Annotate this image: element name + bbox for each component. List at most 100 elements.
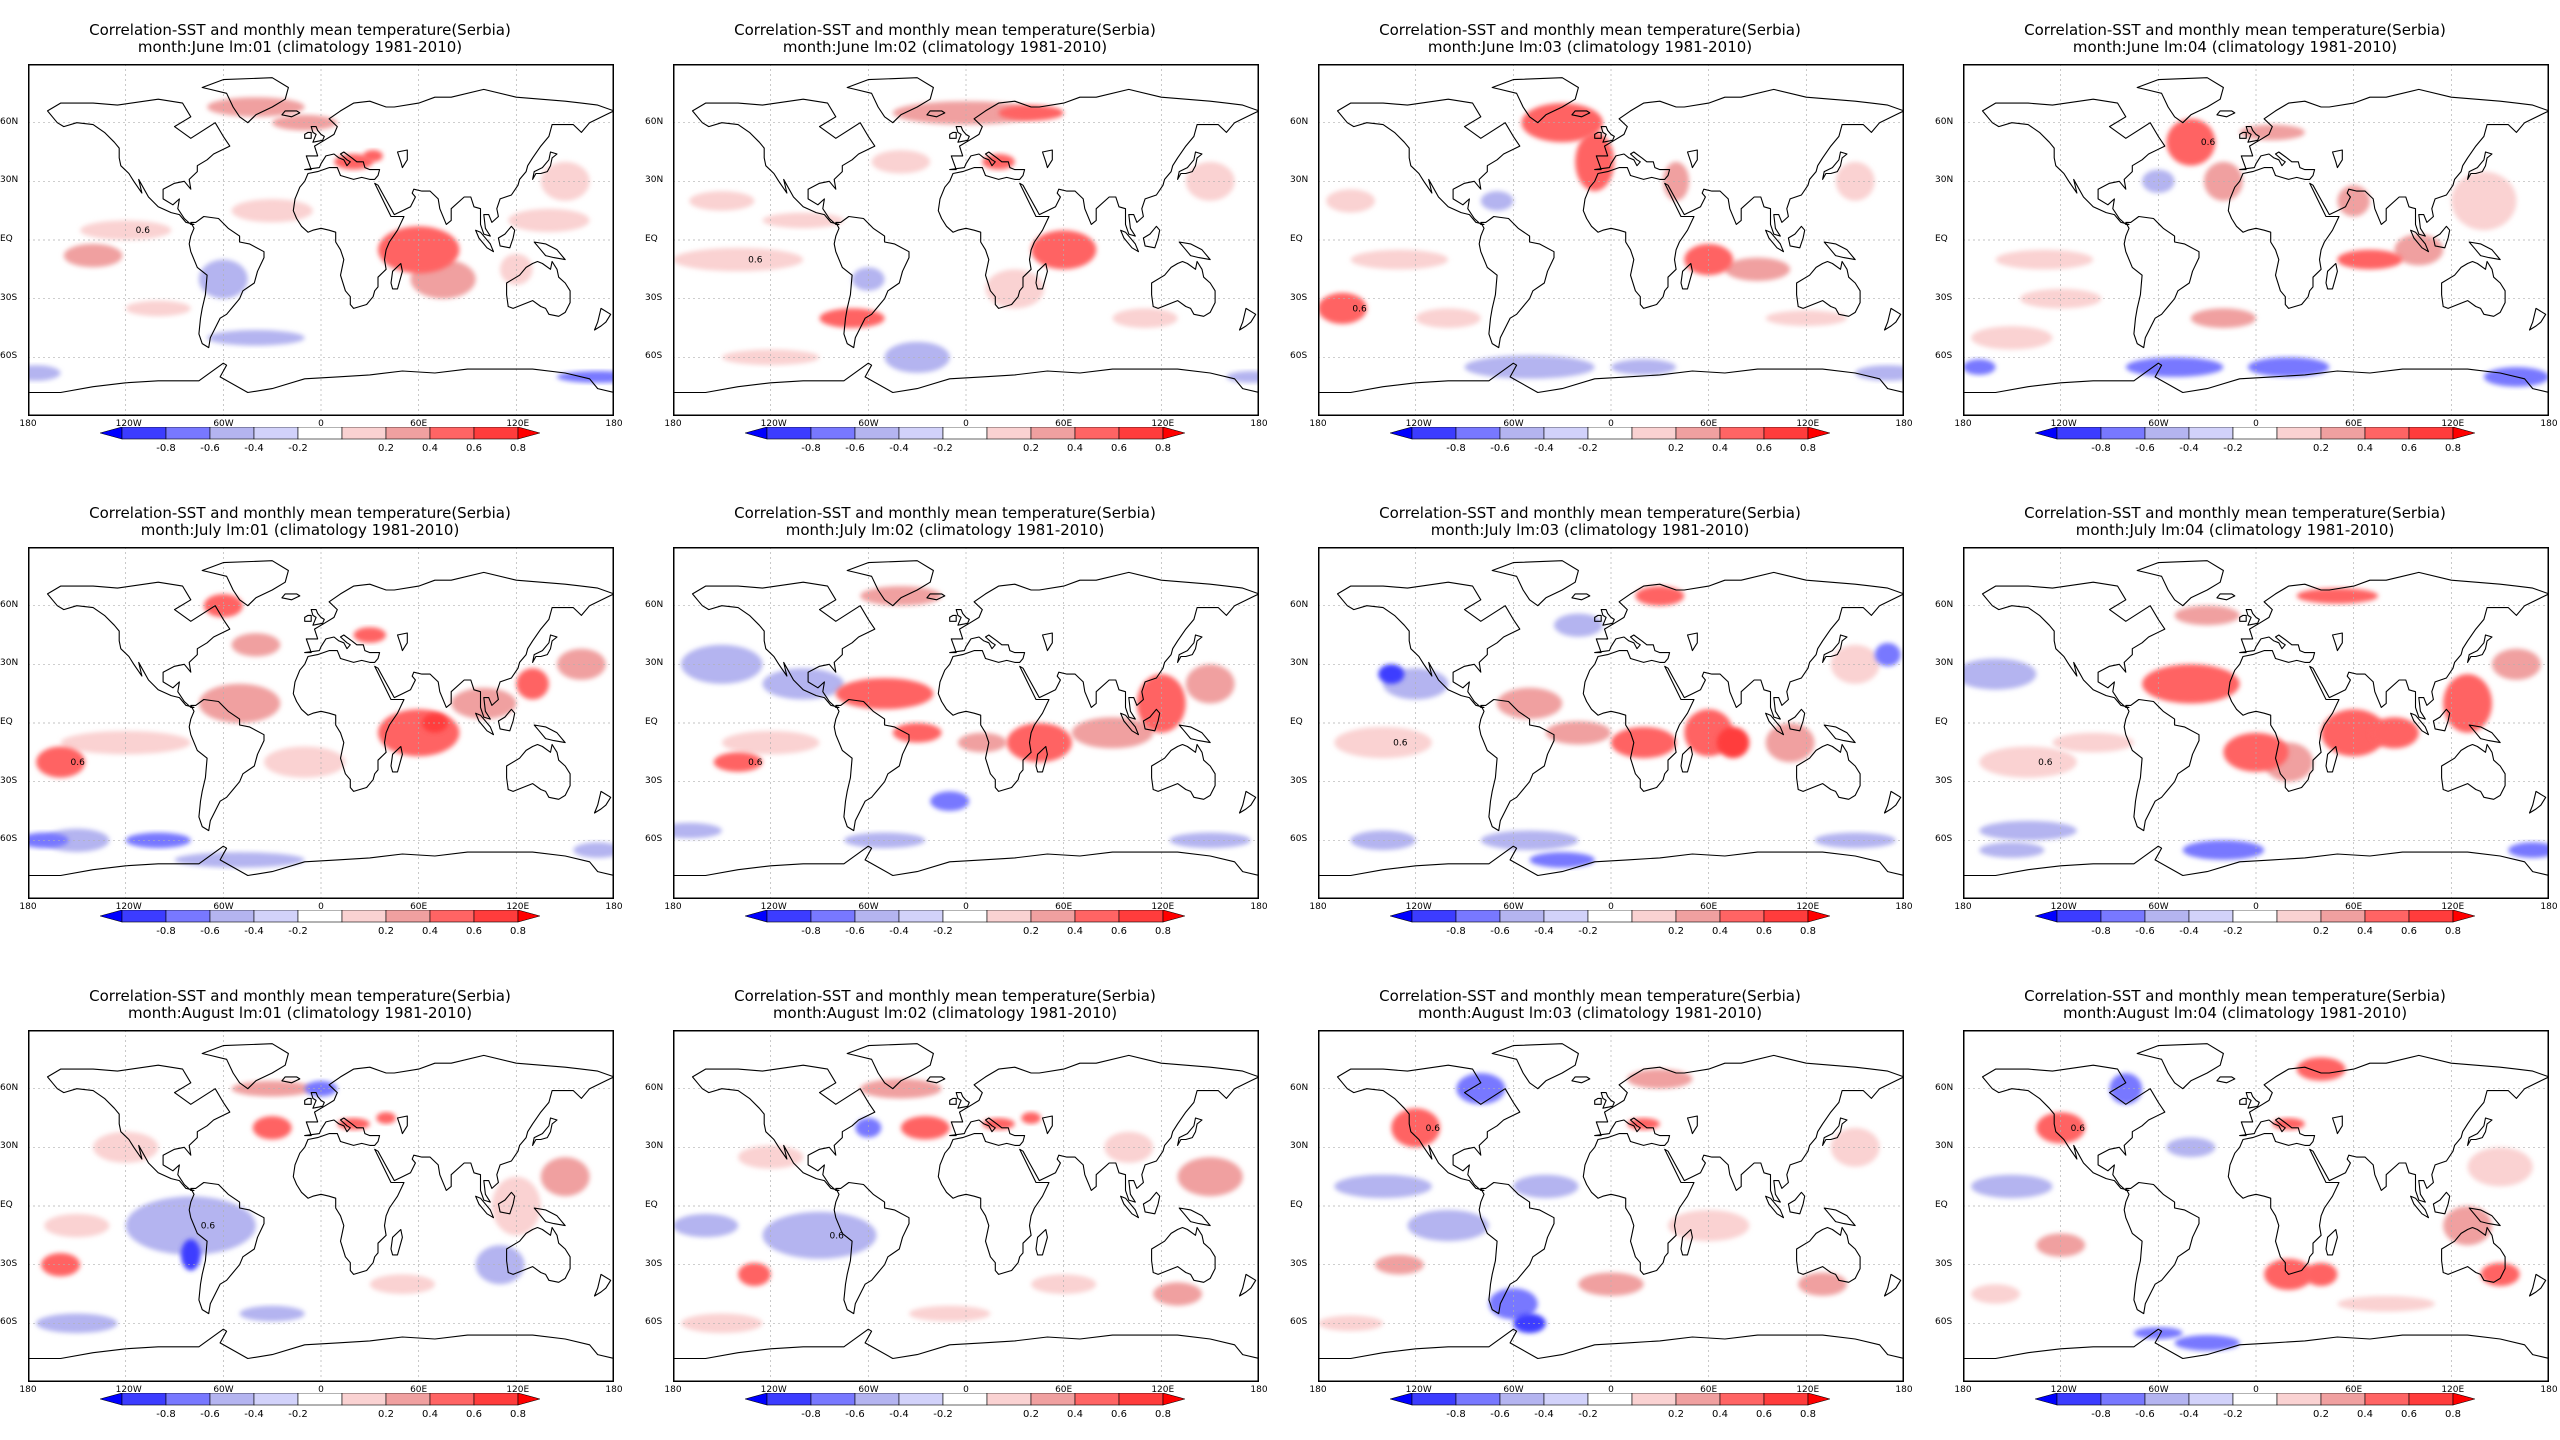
coastline-iceland (926, 593, 946, 601)
colorbar: -0.8 -0.6 -0.4 -0.2 0.2 0.4 0.6 0.8 (743, 1392, 1187, 1425)
correlation-blob (2508, 842, 2549, 858)
correlation-map: 0.6 (1963, 1030, 2549, 1382)
correlation-blob (2370, 717, 2419, 749)
lat-tick-label: 60N (1935, 1082, 1954, 1093)
correlation-blob (125, 300, 191, 317)
coastline-greenland (846, 1043, 934, 1090)
coastline-new-zealand (2528, 790, 2547, 814)
lon-tick-label: 120W (1405, 902, 1432, 912)
colorbar-swatch (2364, 1392, 2410, 1406)
coastline-borneo (2432, 225, 2451, 249)
lat-tick-label: 60S (1935, 1317, 1953, 1328)
coastline-north-america (1981, 581, 2166, 708)
coastline-iceland (281, 593, 301, 601)
coastline-greenland (846, 77, 934, 124)
lon-tick-label: 60W (858, 1385, 879, 1395)
colorbar-label: -0.4 (1534, 1409, 1554, 1420)
correlation-blob (2443, 1206, 2492, 1246)
correlation-blob (762, 1211, 877, 1259)
lon-tick-label: 180 (19, 419, 37, 429)
coastline-sumatra (2410, 1195, 2430, 1219)
map-panel: Correlation-SST and monthly mean tempera… (645, 505, 1268, 945)
correlation-field (1318, 103, 1904, 381)
lon-tick-label: 120W (2050, 1385, 2077, 1395)
coastline-ireland (949, 614, 957, 622)
coastline-caspian (2331, 632, 2343, 652)
map-svg: 0.6 (28, 1030, 614, 1382)
lat-tick-label: 60N (1290, 1082, 1309, 1093)
lon-tick-label: 120W (760, 419, 787, 429)
colorbar-swatch (2056, 909, 2102, 923)
correlation-blob (1765, 310, 1847, 326)
colorbar-label: 0.4 (422, 443, 438, 454)
colorbar-label: 0.8 (1155, 1409, 1171, 1420)
correlation-blob (1874, 642, 1901, 667)
lat-lon-grid (1963, 547, 2549, 899)
colorbar-label: 0.2 (2313, 443, 2329, 454)
lon-tick-label: 180 (1309, 1385, 1327, 1395)
correlation-blob (2036, 1112, 2086, 1144)
coastline-south-america (833, 1181, 910, 1315)
colorbar-swatch (2408, 909, 2454, 923)
coastline-south-america (188, 1181, 265, 1315)
lat-tick-label: EQ (0, 717, 13, 727)
map-svg: 0.6 (1318, 1030, 1904, 1382)
lat-tick-label: 30N (1935, 175, 1954, 186)
colorbar-swatch (1388, 909, 1413, 923)
lon-tick-label: 180 (1954, 1385, 1972, 1395)
colorbar-label: -0.2 (1578, 1409, 1598, 1420)
colorbar-swatch (854, 909, 900, 923)
correlation-blob (1554, 613, 1603, 637)
correlation-map: 0.6 (673, 64, 1259, 416)
coastline-great-britain (2245, 609, 2260, 626)
coastline-new-guinea (533, 1207, 566, 1227)
lon-tick-label: 120W (115, 902, 142, 912)
colorbar-swatch (2188, 909, 2234, 923)
lat-tick-label: 60S (0, 834, 18, 845)
lon-tick-label: 60E (2345, 419, 2363, 429)
coastline-eurasia-africa (2227, 1054, 2549, 1275)
correlation-field (1318, 1069, 1880, 1334)
correlation-blob (1488, 1288, 1538, 1320)
coastline-great-britain (955, 609, 970, 626)
colorbar-swatch (1388, 1392, 1413, 1406)
colorbar-label: -0.4 (2179, 443, 2199, 454)
coastline-iceland (2216, 110, 2236, 118)
colorbar-swatch (986, 909, 1032, 923)
coastline-japan (2467, 1117, 2493, 1146)
correlation-blob (1318, 292, 1367, 324)
coastline-ireland (1594, 131, 1602, 139)
colorbar-swatch (1030, 1392, 1076, 1406)
coastline-antarctica (1963, 1328, 2549, 1382)
colorbar-label: 0.8 (1800, 443, 1816, 454)
panel-title: Correlation-SST and monthly mean tempera… (2024, 987, 2446, 1005)
colorbar: -0.8 -0.6 -0.4 -0.2 0.2 0.4 0.6 0.8 (2033, 1392, 2477, 1425)
lon-tick-label: 180 (664, 1385, 682, 1395)
lon-tick-label: 120W (2050, 419, 2077, 429)
coastline-australia (506, 1226, 571, 1283)
colorbar-label: 0.4 (422, 1409, 438, 1420)
correlation-blob (1407, 1210, 1489, 1242)
colorbar-swatch (766, 1392, 812, 1406)
lat-lon-grid (1963, 1030, 2549, 1382)
lat-tick-label: EQ (1935, 717, 1948, 727)
coastline-sumatra (1765, 1195, 1785, 1219)
colorbar-label: -0.4 (1534, 443, 1554, 454)
correlation-blob (1378, 664, 1405, 684)
coastline-borneo (497, 708, 516, 732)
coastline-japan (1177, 634, 1203, 663)
colorbar-swatch (1807, 426, 1832, 440)
coastline-antarctica (1963, 845, 2549, 899)
coastline-greenland (201, 560, 289, 607)
coastline-north-america (1981, 98, 2166, 225)
colorbar-label: -0.8 (801, 926, 821, 937)
colorbar-swatch (517, 909, 542, 923)
coastline-ireland (304, 614, 312, 622)
colorbar-swatch (743, 909, 768, 923)
lon-tick-label: 180 (664, 902, 682, 912)
coastline-caspian (1686, 1115, 1698, 1135)
lat-tick-label: EQ (645, 234, 658, 244)
colorbar-label: -0.6 (2135, 1409, 2155, 1420)
lat-tick-label: 30S (645, 1258, 663, 1269)
colorbar-swatch (517, 1392, 542, 1406)
